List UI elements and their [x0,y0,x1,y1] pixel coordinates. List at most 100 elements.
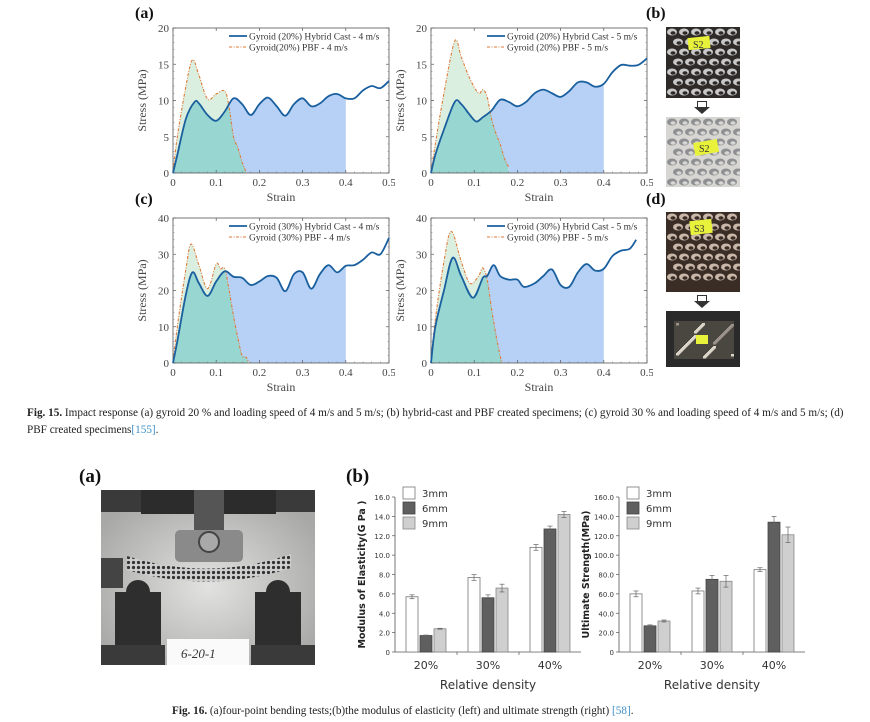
x-axis-label: Strain [525,380,554,394]
legend-hybrid-label: Gyroid (20%) Hybrid Cast - 4 m/s [249,32,380,43]
bar-3mm-30% [691,590,705,653]
y-axis-label: Modulus of Elasticity(G Pa ) [357,501,368,649]
y-tick-label: 60.0 [598,591,614,599]
legend-pbf-label: Gyroid(20%) PBF - 4 m/s [249,43,348,54]
y-tick-label: 0 [386,649,390,657]
lattice-hole [724,151,730,155]
fragment [676,353,679,356]
x-tick-label: 0.1 [209,367,223,379]
lattice-hole [736,226,740,230]
lattice-hole [694,161,700,165]
lattice-hole [670,161,676,165]
lattice-hole [676,171,682,175]
bar-9mm-30% [495,587,509,653]
x-tick-label: 0.1 [467,177,481,189]
arrow-down-icon [697,295,707,302]
legend-label-3mm: 3mm [422,489,448,500]
lattice-hole [724,41,730,45]
legend-pbf-label: Gyroid (20%) PBF - 5 m/s [507,43,608,54]
x-tick-label: 0.3 [554,177,568,189]
y-tick-label: 0 [610,649,614,657]
photo-pbf-specimen-fragmented [666,311,740,367]
lattice-hole [700,266,706,270]
y-tick-label: 0 [164,358,170,370]
lattice-hole [676,226,682,230]
x-tick-label: 0.1 [467,367,481,379]
photo-pbf-specimen-before: S3 [666,212,740,292]
legend-swatch-6mm [402,501,416,515]
bar-3mm-20% [405,596,419,653]
x-tick-label: 0 [170,177,176,189]
y-tick-label: 0 [422,168,428,180]
lattice-hole [730,256,736,260]
x-tick-label: 0.5 [640,367,653,379]
photo-hybrid-specimen-before: S2 [666,27,740,98]
lattice-hole [694,121,700,125]
lattice-hole [682,141,688,145]
overlap-area-fill [431,101,509,173]
lattice-hole [688,151,694,155]
bar-3mm-40% [529,546,543,653]
overlap-area-fill [431,257,503,363]
legend-label-3mm: 3mm [646,489,672,500]
lattice-hole [688,266,694,270]
arrow-down-icon-head [694,301,710,308]
lattice-hole [718,121,724,125]
legend-hybrid-label: Gyroid (20%) Hybrid Cast - 5 m/s [507,32,638,43]
bar-6mm-20% [419,635,433,653]
x-tick-label: 0.3 [554,367,568,379]
photo-four-point-bending-test: 6-20-1 [101,490,315,665]
y-tick-label: 10 [416,96,428,108]
lattice-hole [706,181,712,185]
fig15-reference-link[interactable]: [155] [131,424,156,436]
lattice-hole [694,216,700,220]
legend-hybrid-label: Gyroid (30%) Hybrid Cast - 4 m/s [249,222,380,233]
bar-6mm-40% [543,528,557,653]
stress-strain-chart-30pct-4ms: 0 0.1 0.2 0.3 0.4 0.5 0 10 20 30 40 Strain Stress (M… [135,213,395,394]
lattice-hole [670,181,676,185]
arrow-down-icon-head [694,107,710,114]
lattice-hole [676,266,682,270]
y-axis-label: Stress (MPa) [393,69,407,131]
lattice-hole [724,246,730,250]
y-tick-label: 16.0 [374,494,390,502]
bar-9mm-30% [719,580,733,653]
panel-label-15a: (a) [135,5,154,22]
lattice-hole [700,131,706,135]
fig16-caption-end: . [630,705,634,717]
legend-swatch-9mm [402,516,416,530]
lattice-hole [682,121,688,125]
pbf-line [172,59,247,174]
y-tick-label: 80.0 [598,572,614,580]
lattice-hole [730,31,736,35]
lattice-hole [682,31,688,35]
fig16-reference-link[interactable]: [58] [612,705,631,717]
x-tick-label: 0 [170,367,176,379]
stress-strain-chart-20pct-4ms: 0 0.1 0.2 0.3 0.4 0.5 0 5 10 15 20 Strain Stress (MP… [135,23,395,204]
fragment [676,323,679,326]
y-axis-label: Stress (MPa) [135,69,149,131]
lattice-hole [694,256,700,260]
x-tick-label: 0.5 [382,367,395,379]
y-tick-label: 8.0 [379,572,390,580]
y-axis-label: Stress (MPa) [135,259,149,321]
fig16-caption-label: Fig. 16. [172,705,208,717]
x-tick-label: 0.4 [597,177,611,189]
x-axis-label: Strain [267,380,296,394]
y-tick-label: 10.0 [374,552,390,560]
lattice-hole [712,266,718,270]
lattice-hole [736,266,740,270]
lattice-hole [670,276,676,280]
legend-label-9mm: 9mm [646,519,672,530]
hybrid-line [172,80,390,174]
lattice-hole [718,236,724,240]
legend-label-6mm: 6mm [646,504,672,515]
x-tick-label: 0.4 [339,177,353,189]
y-tick-label: 40 [158,213,170,225]
y-tick-label: 14.0 [374,513,390,521]
fig15-caption-text: Impact response (a) gyroid 20 % and load… [27,407,844,436]
modulus-of-elasticity-bar-chart: 0 2.0 4.0 6.0 8.0 10.0 12.0 14.0 16.0 20% 30% 40%Re… [357,486,581,692]
y-tick-label: 20.0 [598,630,614,638]
lattice-hole [724,81,730,85]
fig16-caption-text: (a)four-point bending tests;(b)the modul… [207,705,613,717]
